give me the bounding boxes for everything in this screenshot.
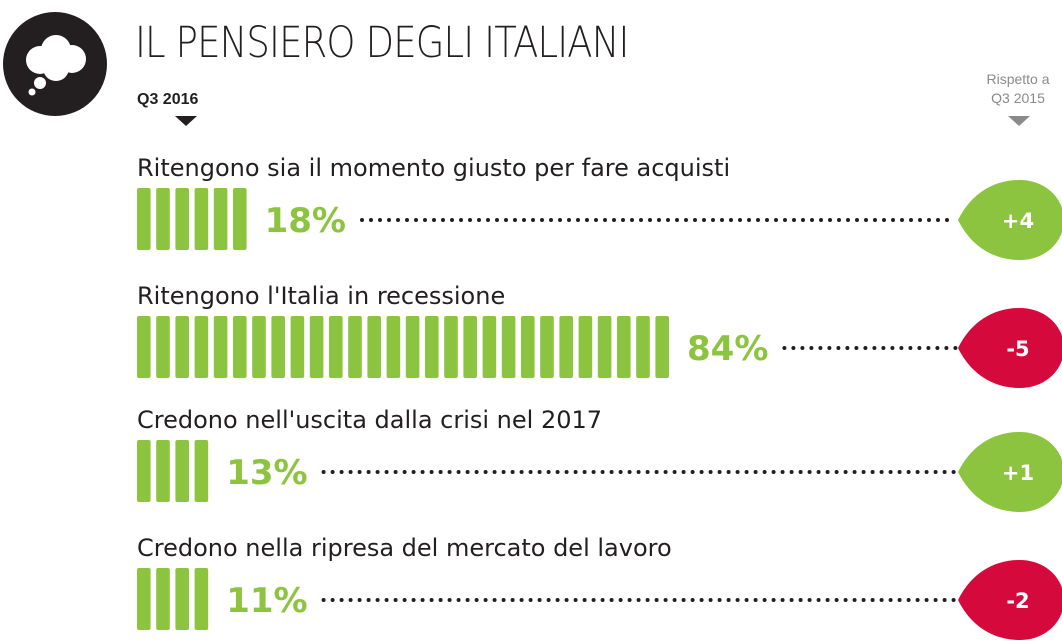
bar-segment [137,188,151,250]
bar-segment [271,316,285,378]
bar-segment [175,316,189,378]
comparison-marker-icon [1008,116,1030,126]
period-marker-icon [175,116,197,126]
percent-label: 84% [687,329,768,369]
bar-segment [405,316,420,378]
comparison-label: Rispetto a Q3 2015 [968,70,1062,108]
bar-segment [233,188,247,250]
page-title: IL PENSIERO DEGLI ITALIANI [135,18,629,68]
bar-segment [444,316,458,378]
question-label: Ritengono sia il momento giusto per fare… [137,154,730,182]
bar-segment [578,316,593,378]
period-label: Q3 2016 [137,91,199,108]
delta-positive-marker [958,432,1062,512]
comparison-line-2: Q3 2015 [991,90,1045,106]
delta-positive-marker [958,180,1062,260]
bar-segment [309,316,324,378]
bar-segment [617,316,631,378]
bar-segment [194,568,209,630]
bar-segment [482,316,497,378]
bar-segment [175,440,189,502]
delta-label: -5 [1006,337,1029,361]
bar-segment [329,316,343,378]
question-label: Ritengono l'Italia in recessione [137,282,505,310]
comparison-line-1: Rispetto a [986,71,1050,87]
bar-segment [386,316,401,378]
bar-segment [521,316,535,378]
bar-segment [137,440,151,502]
percent-label: 18% [265,201,346,241]
bar-segment [194,316,209,378]
bar-segment [559,316,573,378]
question-label: Credono nell'uscita dalla crisi nel 2017 [137,406,602,434]
bar-segment [175,188,189,250]
bar-segment [367,316,381,378]
delta-label: +1 [1002,461,1034,485]
bar-segment [156,568,170,630]
bar-segment [348,316,362,378]
percent-label: 11% [226,581,307,621]
percent-label: 13% [226,453,307,493]
bar-segment [463,316,477,378]
bar-segment [540,316,554,378]
bar-segment [137,568,151,630]
bar-segment [213,316,228,378]
bar-segment [597,316,612,378]
bar-segment [213,188,228,250]
bar-segment [655,316,669,378]
bar-segment [156,440,170,502]
delta-label: +4 [1002,209,1034,233]
bar-segment [233,316,247,378]
bar-segment [194,188,209,250]
bar-segment [290,316,305,378]
bar-segment [156,316,170,378]
bar-segment [175,568,189,630]
bar-segment [252,316,266,378]
bar-segment [156,188,170,250]
thought-bubble-icon [3,12,107,116]
bar-segment [425,316,439,378]
bar-segment [194,440,209,502]
question-label: Credono nella ripresa del mercato del la… [137,534,672,562]
bar-segment [501,316,516,378]
delta-negative-marker [958,560,1062,640]
bar-segment [137,316,151,378]
bar-segment [636,316,650,378]
delta-label: -2 [1006,589,1029,613]
delta-negative-marker [958,308,1062,388]
